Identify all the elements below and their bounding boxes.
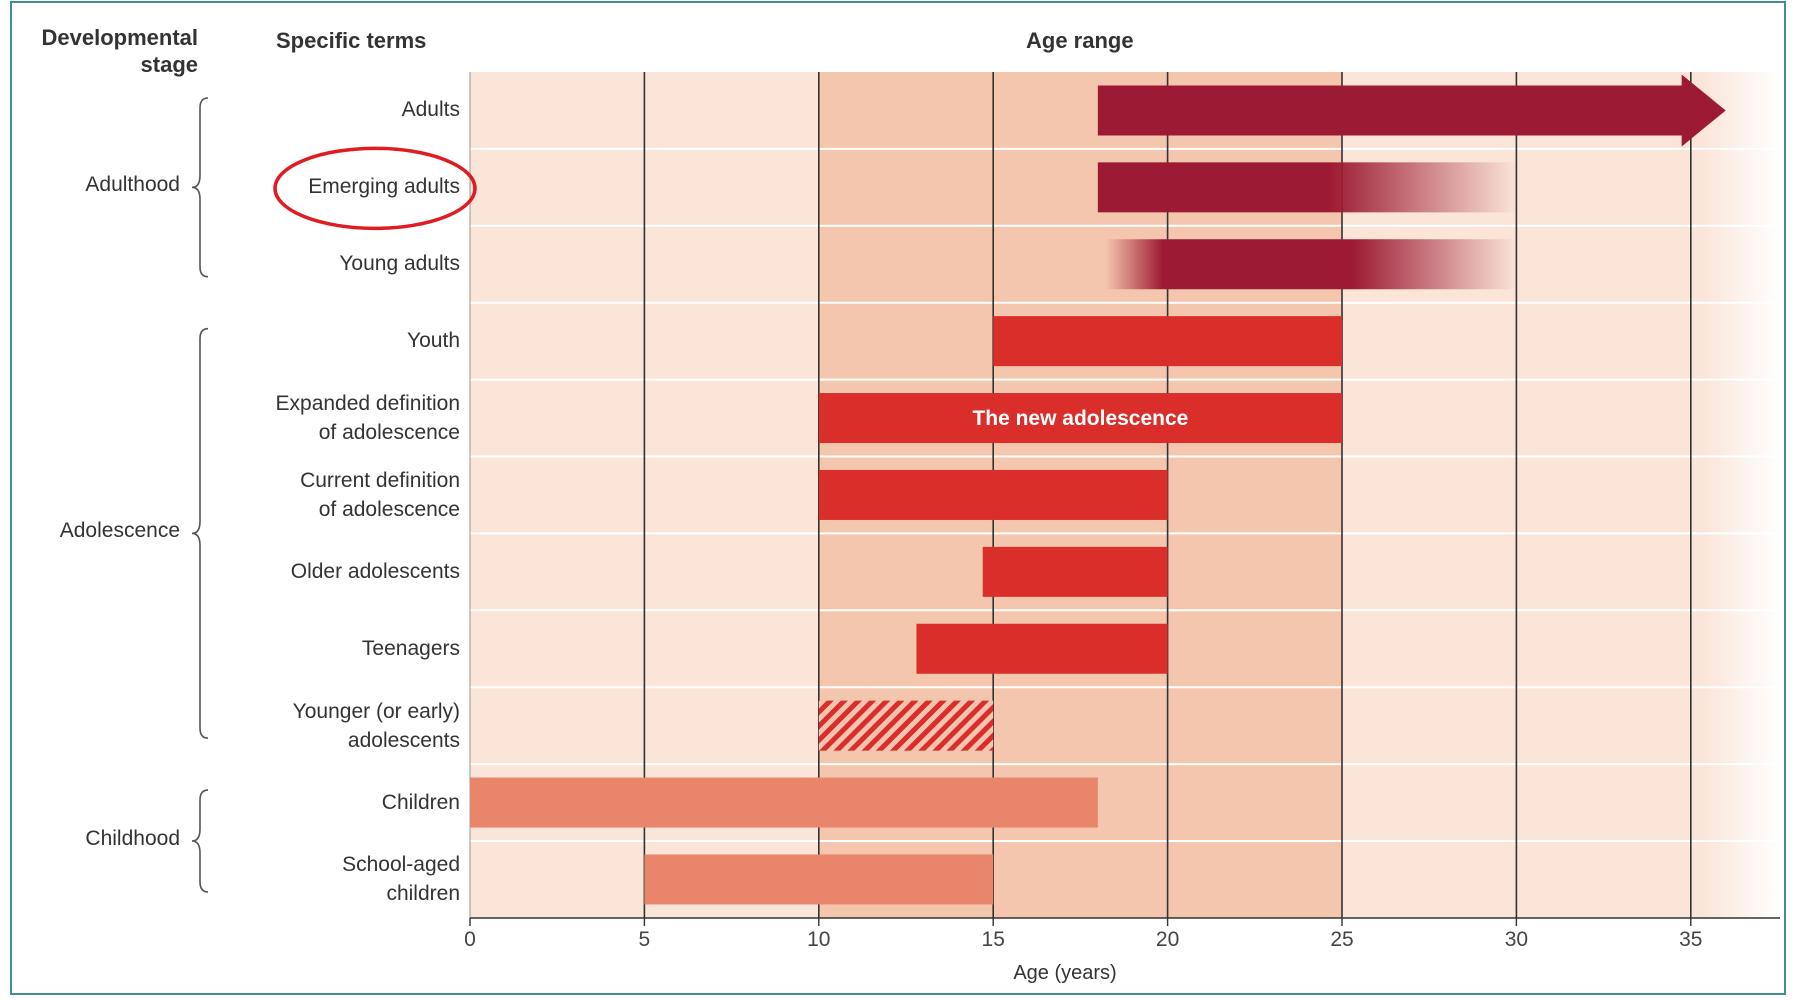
term-label-school-aged-children: School-aged children [342,853,460,906]
term-label-children: Children [381,790,460,814]
x-tick-label-0: 0 [464,928,476,951]
term-label-young-adults: Young adults [339,252,460,276]
term-label-adults: Adults [401,98,460,122]
term-label-current-definition-of-adolescence: Current definition of adolescence [300,468,460,521]
bar-school-aged-children [644,854,994,905]
bar-younger-or-early-adolescents [818,700,994,751]
header-age-range: Age range [1026,28,1134,53]
bar-expanded-definition-of-adolescence [818,393,1342,444]
background-band-light-right [1342,72,1701,918]
brace-childhood [191,789,209,893]
brace-adulthood [191,97,209,278]
x-tick-label-20: 20 [1156,928,1179,951]
bar-older-adolescents [982,546,1168,597]
header-specific-terms: Specific terms [276,28,427,53]
x-tick-label-35: 35 [1679,928,1702,951]
x-tick-label-5: 5 [639,928,651,951]
bar-young-adults [1105,239,1517,290]
x-tick-label-15: 15 [982,928,1005,951]
term-label-older-adolescents: Older adolescents [290,559,460,583]
bar-label-new-adolescence: The new adolescence [972,407,1188,430]
term-label-emerging-adults: Emerging adults [308,175,460,199]
stage-label-adulthood: Adulthood [85,173,180,197]
bar-children [470,777,1098,828]
header-developmental-stage: Developmental stage [41,25,199,77]
bar-teenagers [916,623,1168,674]
bar-adults [1097,74,1726,147]
term-label-youth: Youth [407,329,460,353]
x-axis-title: Age (years) [1013,962,1116,984]
x-tick-label-10: 10 [807,928,830,951]
background-band-fade [1700,72,1781,918]
figure-frame [10,1,1786,995]
highlight-circle [273,146,477,231]
term-label-expanded-definition-of-adolescence: Expanded definition of adolescence [275,392,460,445]
stage-label-childhood: Childhood [85,827,180,850]
stage-label-adolescence: Adolescence [59,519,180,543]
x-tick-label-25: 25 [1330,928,1353,951]
bar-emerging-adults [1097,162,1517,213]
term-label-younger-or-early-adolescents: Younger (or early) adolescents [292,699,460,752]
x-tick-label-30: 30 [1505,928,1528,951]
term-label-teenagers: Teenagers [361,636,460,660]
bar-current-definition-of-adolescence [818,469,1168,520]
brace-adolescence [191,327,209,739]
bar-youth [993,316,1342,367]
